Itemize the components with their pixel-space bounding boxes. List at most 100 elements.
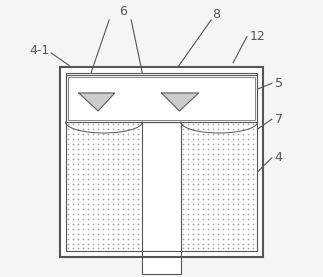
Point bbox=[105, 231, 110, 236]
Point bbox=[205, 167, 211, 171]
Point bbox=[125, 167, 130, 171]
Point bbox=[75, 132, 80, 137]
Point bbox=[90, 246, 96, 251]
Point bbox=[250, 122, 255, 127]
Point bbox=[130, 127, 135, 132]
Point bbox=[186, 152, 191, 157]
Point bbox=[110, 132, 115, 137]
Point bbox=[135, 231, 140, 236]
Point bbox=[186, 132, 191, 137]
Point bbox=[240, 192, 245, 196]
Point bbox=[75, 137, 80, 142]
Point bbox=[201, 142, 206, 147]
Point bbox=[125, 122, 130, 127]
Point bbox=[235, 162, 240, 166]
Point bbox=[235, 207, 240, 211]
Point bbox=[201, 157, 206, 161]
Point bbox=[201, 192, 206, 196]
Point bbox=[186, 241, 191, 246]
Point bbox=[181, 231, 186, 236]
Point bbox=[66, 132, 71, 137]
Point bbox=[135, 241, 140, 246]
Point bbox=[105, 172, 110, 176]
Point bbox=[115, 142, 120, 147]
Point bbox=[220, 122, 225, 127]
Point bbox=[195, 236, 201, 241]
Point bbox=[181, 162, 186, 166]
Point bbox=[90, 172, 96, 176]
Point bbox=[240, 236, 245, 241]
Point bbox=[215, 197, 221, 201]
Point bbox=[105, 212, 110, 216]
Point bbox=[95, 207, 100, 211]
Point bbox=[125, 236, 130, 241]
Point bbox=[85, 132, 90, 137]
Point bbox=[100, 152, 105, 157]
Point bbox=[125, 177, 130, 181]
Point bbox=[95, 197, 100, 201]
Point bbox=[250, 122, 255, 127]
Point bbox=[250, 202, 255, 206]
Point bbox=[100, 167, 105, 171]
Point bbox=[220, 157, 225, 161]
Point bbox=[75, 127, 80, 132]
Point bbox=[181, 182, 186, 186]
Point bbox=[125, 217, 130, 221]
Point bbox=[95, 122, 100, 127]
Point bbox=[115, 236, 120, 241]
Point bbox=[100, 202, 105, 206]
Point bbox=[110, 152, 115, 157]
Point bbox=[100, 246, 105, 251]
Point bbox=[125, 231, 130, 236]
Point bbox=[225, 221, 231, 226]
Point bbox=[240, 157, 245, 161]
Point bbox=[130, 157, 135, 161]
Point bbox=[100, 177, 105, 181]
Point bbox=[85, 202, 90, 206]
Point bbox=[235, 147, 240, 152]
Point bbox=[195, 187, 201, 191]
Point bbox=[80, 127, 86, 132]
Point bbox=[125, 152, 130, 157]
Point bbox=[235, 236, 240, 241]
Point bbox=[66, 207, 71, 211]
Point bbox=[85, 217, 90, 221]
Point bbox=[75, 241, 80, 246]
Point bbox=[135, 142, 140, 147]
Point bbox=[95, 137, 100, 142]
Point bbox=[130, 236, 135, 241]
Point bbox=[70, 162, 76, 166]
Point bbox=[75, 212, 80, 216]
Point bbox=[186, 157, 191, 161]
Point bbox=[181, 122, 186, 127]
Point bbox=[95, 152, 100, 157]
Point bbox=[181, 221, 186, 226]
Point bbox=[100, 167, 105, 171]
Point bbox=[90, 207, 96, 211]
Point bbox=[110, 182, 115, 186]
Point bbox=[220, 127, 225, 132]
Point bbox=[235, 127, 240, 132]
Point bbox=[80, 231, 86, 236]
Point bbox=[225, 231, 231, 236]
Point bbox=[125, 197, 130, 201]
Point bbox=[240, 231, 245, 236]
Point bbox=[225, 236, 231, 241]
Point bbox=[66, 217, 71, 221]
Point bbox=[85, 202, 90, 206]
Point bbox=[225, 226, 231, 231]
Point bbox=[100, 182, 105, 186]
Point bbox=[205, 167, 211, 171]
Point bbox=[186, 202, 191, 206]
Point bbox=[130, 246, 135, 251]
Point bbox=[95, 246, 100, 251]
Point bbox=[220, 167, 225, 171]
Point bbox=[245, 187, 250, 191]
Point bbox=[135, 127, 140, 132]
Point bbox=[75, 167, 80, 171]
Point bbox=[205, 147, 211, 152]
Point bbox=[135, 172, 140, 176]
Point bbox=[100, 132, 105, 137]
Point bbox=[110, 246, 115, 251]
Point bbox=[245, 137, 250, 142]
